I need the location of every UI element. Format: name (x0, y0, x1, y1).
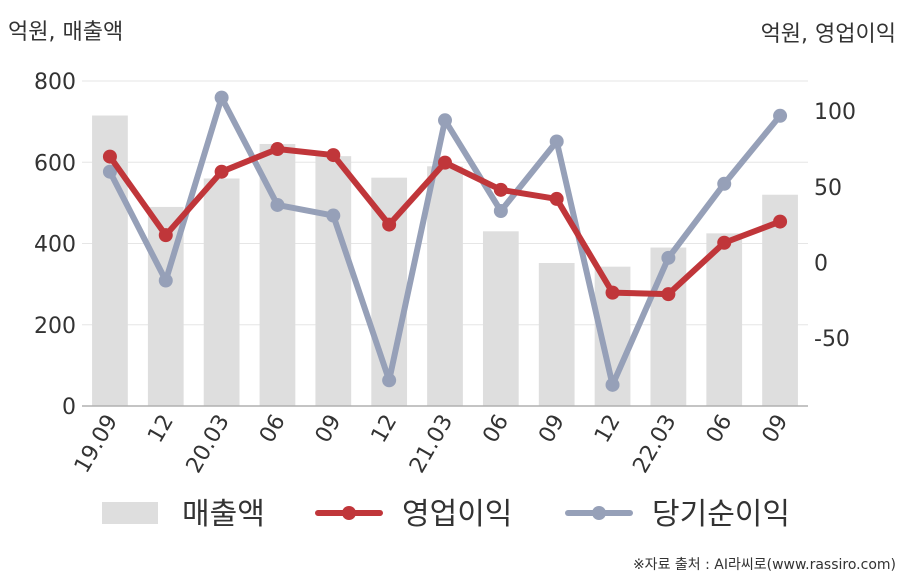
series-point (102, 149, 117, 164)
legend-marker (342, 506, 356, 520)
series-point (382, 217, 397, 232)
series-point (214, 164, 229, 179)
legend-label: 영업이익 (402, 497, 512, 532)
series-point (326, 208, 341, 223)
bar (706, 233, 743, 406)
x-tick-label: 09 (311, 411, 347, 448)
y-left-tick-label: 800 (34, 70, 76, 95)
series-point (382, 373, 397, 388)
series-point (661, 287, 676, 302)
series-point (717, 235, 732, 250)
x-tick-label: 19.09 (70, 411, 123, 478)
series-point (214, 90, 229, 105)
series-point (717, 176, 732, 191)
y-right-tick-label: 50 (814, 176, 842, 201)
series-point (270, 197, 285, 212)
series-point (661, 250, 676, 265)
x-tick-label: 12 (143, 411, 179, 448)
bar (650, 247, 687, 406)
y-right-tick-label: 100 (814, 100, 856, 125)
legend-label: 매출액 (182, 497, 265, 532)
x-tick-label: 09 (758, 411, 794, 448)
legend-marker (592, 506, 606, 520)
series-point (438, 155, 452, 170)
x-tick-label: 20.03 (182, 411, 235, 478)
y-right-tick-label: -50 (814, 327, 850, 352)
y-left-tick-label: 200 (34, 314, 76, 339)
y-right-tick-label: 0 (814, 251, 828, 276)
left-axis-unit: 억원, 매출액 (8, 20, 124, 45)
x-tick-label: 12 (367, 411, 403, 448)
source-note: ※자료 출처 : AI라씨로(www.rassiro.com) (632, 557, 896, 573)
bar (762, 194, 798, 406)
legend-label: 당기순이익 (652, 497, 790, 532)
series-point (270, 142, 285, 157)
bar (92, 115, 128, 406)
series-point (438, 113, 452, 128)
series-point (605, 285, 620, 300)
series-point (773, 108, 788, 123)
series-point (549, 134, 564, 149)
x-tick-label: 22.03 (628, 411, 681, 478)
right-axis-unit: 억원, 영업이익 (760, 22, 896, 47)
series-point (493, 182, 508, 197)
bar (427, 166, 463, 406)
x-tick-label: 06 (702, 411, 738, 448)
series-point (493, 204, 508, 218)
x-tick-label: 12 (590, 411, 626, 448)
series-point (549, 191, 564, 206)
bar (482, 231, 519, 406)
y-left-tick-label: 600 (34, 151, 76, 176)
bar (315, 156, 352, 406)
series-point (102, 164, 117, 179)
legend-swatch (102, 502, 158, 524)
bar (203, 178, 240, 406)
series-point (605, 377, 620, 392)
y-left-tick-label: 0 (62, 395, 76, 420)
y-left-tick-label: 400 (34, 233, 76, 258)
series-point (773, 214, 788, 229)
x-tick-label: 06 (255, 411, 291, 448)
bar (538, 263, 575, 406)
series-point (326, 148, 341, 163)
x-tick-label: 21.03 (405, 411, 458, 478)
x-tick-label: 06 (478, 411, 514, 448)
x-tick-label: 09 (534, 411, 570, 448)
series-point (158, 273, 173, 288)
series-point (158, 228, 173, 243)
